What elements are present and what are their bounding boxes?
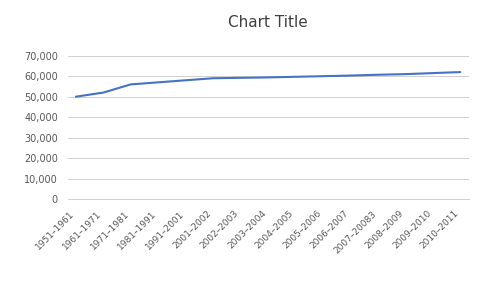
Title: Chart Title: Chart Title	[228, 15, 308, 30]
